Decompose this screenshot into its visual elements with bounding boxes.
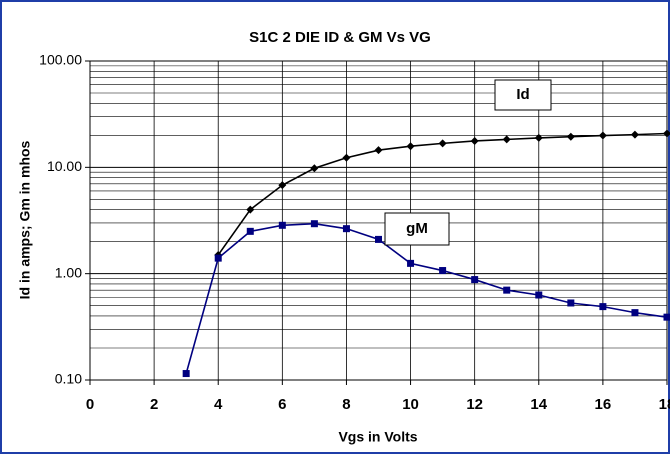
chart-title: S1C 2 DIE ID & GM Vs VG bbox=[249, 29, 431, 46]
marker bbox=[278, 181, 287, 190]
x-tick-label: 6 bbox=[278, 396, 286, 413]
x-tick-label: 2 bbox=[150, 396, 158, 413]
marker bbox=[342, 153, 351, 162]
marker bbox=[310, 164, 319, 173]
marker bbox=[471, 276, 479, 284]
marker bbox=[535, 291, 543, 299]
marker bbox=[246, 227, 254, 235]
x-tick-label: 8 bbox=[342, 396, 350, 413]
marker bbox=[502, 135, 511, 144]
marker bbox=[182, 370, 190, 378]
marker bbox=[407, 259, 415, 267]
marker bbox=[278, 221, 286, 229]
series-label-box bbox=[384, 212, 450, 246]
marker bbox=[310, 220, 318, 228]
marker bbox=[439, 267, 447, 275]
x-tick-label: 18 bbox=[659, 396, 670, 413]
series-line bbox=[185, 222, 668, 374]
marker bbox=[663, 129, 670, 138]
series-label: Id bbox=[516, 86, 529, 103]
marker bbox=[566, 132, 575, 141]
x-axis-label: Vgs in Volts bbox=[338, 429, 417, 445]
marker bbox=[631, 309, 639, 317]
marker bbox=[246, 205, 255, 214]
plot-area bbox=[89, 60, 668, 381]
series-label-box bbox=[494, 79, 552, 111]
marker bbox=[534, 133, 543, 142]
marker bbox=[470, 136, 479, 145]
marker bbox=[342, 225, 350, 233]
y-tick-label: 100.00 bbox=[39, 52, 82, 68]
marker bbox=[406, 142, 415, 151]
x-tick-label: 16 bbox=[595, 396, 612, 413]
marker bbox=[503, 286, 511, 294]
x-tick-label: 0 bbox=[86, 396, 94, 413]
y-tick-label: 10.00 bbox=[47, 158, 82, 174]
y-tick-label: 1.00 bbox=[55, 264, 82, 280]
marker bbox=[630, 130, 639, 139]
marker bbox=[663, 313, 670, 321]
x-tick-label: 4 bbox=[214, 396, 223, 413]
marker bbox=[438, 139, 447, 148]
x-tick-label: 10 bbox=[402, 396, 419, 413]
x-tick-label: 14 bbox=[530, 396, 547, 413]
marker bbox=[567, 299, 575, 307]
marker bbox=[598, 131, 607, 140]
marker bbox=[599, 303, 607, 311]
y-axis-label: Id in amps; Gm in mhos bbox=[17, 140, 33, 299]
marker bbox=[374, 146, 383, 155]
series-label: gM bbox=[406, 220, 428, 237]
x-tick-label: 12 bbox=[466, 396, 483, 413]
marker bbox=[375, 235, 382, 243]
marker bbox=[214, 254, 222, 262]
y-tick-label: 0.10 bbox=[55, 371, 82, 387]
